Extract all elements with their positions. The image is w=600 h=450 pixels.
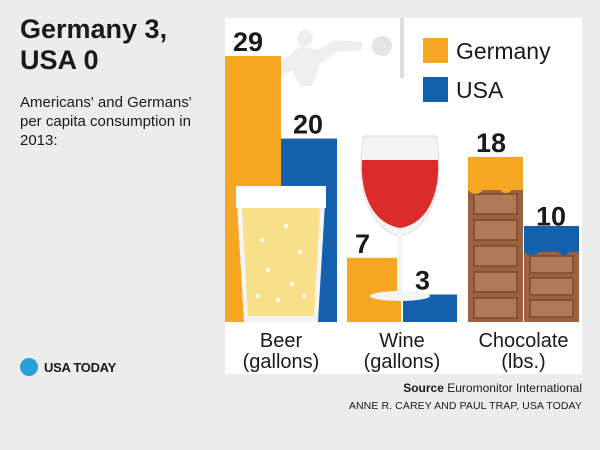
category-label-wine-2: (gallons) xyxy=(364,351,441,373)
category-label-chocolate-2: (lbs.) xyxy=(501,351,545,373)
legend-swatch-germany xyxy=(423,38,448,63)
wine-glass-icon xyxy=(360,135,440,301)
source-label: Source xyxy=(403,381,444,395)
legend: Germany USA xyxy=(400,18,551,103)
usa-today-logo: USA TODAY xyxy=(20,357,116,377)
label-germany-beer: 29 xyxy=(233,27,263,57)
legend-label-usa: USA xyxy=(456,77,504,103)
chart-title: Germany 3, USA 0 xyxy=(20,14,168,75)
logo-circle-icon xyxy=(20,358,38,376)
chart-subtitle: Americans' and Germans' per capita consu… xyxy=(20,94,192,149)
soccer-player-icon xyxy=(266,30,392,86)
source-line: Source Euromonitor International xyxy=(403,381,582,395)
label-usa-beer: 20 xyxy=(293,110,323,140)
legend-swatch-usa xyxy=(423,77,448,102)
category-label-beer-2: (gallons) xyxy=(243,351,320,373)
chocolate-bar-icon xyxy=(468,158,579,322)
category-labels: Beer(gallons)Wine(gallons)Chocolate(lbs.… xyxy=(243,330,569,373)
label-usa-chocolate: 10 xyxy=(536,201,566,231)
source-name: Euromonitor International xyxy=(447,381,582,395)
category-label-chocolate-1: Chocolate xyxy=(478,330,568,352)
legend-label-germany: Germany xyxy=(456,38,551,64)
bar-germany-wine xyxy=(347,257,401,322)
legend-divider xyxy=(400,18,404,78)
category-label-wine-1: Wine xyxy=(379,330,425,352)
decor xyxy=(236,135,579,322)
label-usa-wine: 3 xyxy=(415,265,430,295)
logo-text: USA TODAY xyxy=(44,359,116,375)
data-labels: 29 20 7 3 18 10 xyxy=(233,27,566,295)
beer-glass-icon xyxy=(236,186,326,322)
category-label-beer-1: Beer xyxy=(260,330,303,352)
credit-line: ANNE R. CAREY AND PAUL TRAP, USA TODAY xyxy=(348,400,582,412)
label-germany-wine: 7 xyxy=(355,229,370,259)
label-germany-chocolate: 18 xyxy=(476,128,506,158)
